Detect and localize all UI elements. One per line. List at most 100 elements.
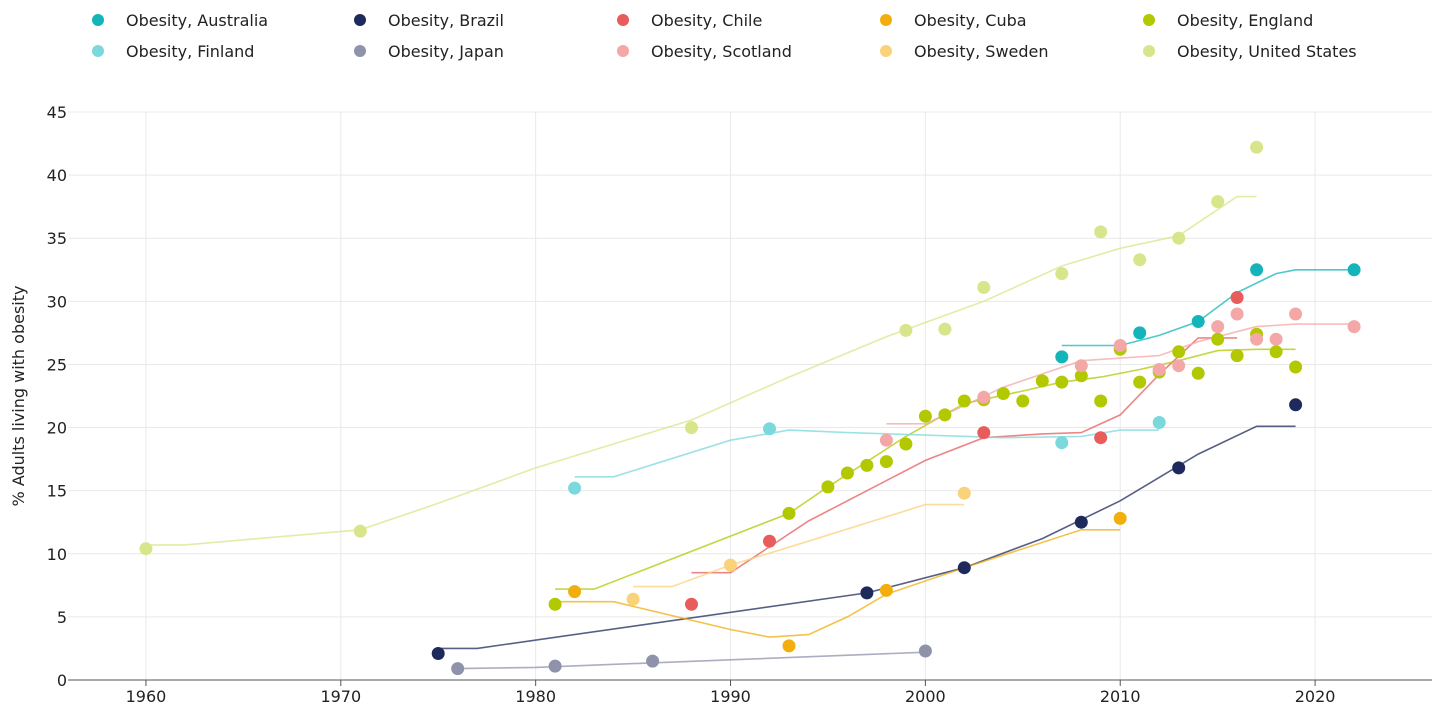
data-point bbox=[646, 654, 660, 668]
y-axis-title: % Adults living with obesity bbox=[9, 286, 28, 507]
legend-dot bbox=[1143, 14, 1155, 26]
trend-line bbox=[457, 651, 926, 670]
data-point bbox=[763, 422, 776, 436]
legend-label: Obesity, Cuba bbox=[914, 10, 1027, 30]
y-tick-label: 40 bbox=[47, 166, 67, 185]
x-tick-label: 2020 bbox=[1295, 687, 1336, 706]
data-point bbox=[1211, 332, 1225, 346]
legend-item: Obesity, Brazil bbox=[354, 10, 504, 30]
trend-line bbox=[145, 195, 1257, 546]
data-point bbox=[899, 437, 913, 451]
data-point bbox=[1250, 332, 1264, 346]
legend-label: Obesity, Finland bbox=[126, 41, 255, 61]
legend-item: Obesity, Chile bbox=[617, 10, 762, 30]
data-point bbox=[899, 323, 913, 337]
y-tick-label: 15 bbox=[47, 482, 67, 501]
data-point bbox=[782, 506, 796, 520]
legend-dot bbox=[92, 45, 104, 57]
trend-line bbox=[555, 529, 1121, 638]
data-point bbox=[685, 597, 698, 611]
data-point bbox=[1035, 374, 1049, 388]
data-point bbox=[957, 486, 971, 500]
data-point bbox=[1230, 291, 1244, 304]
legend-label: Obesity, Brazil bbox=[388, 10, 504, 30]
trend-line bbox=[1061, 269, 1355, 347]
data-point bbox=[996, 387, 1010, 400]
legend-label: Obesity, Chile bbox=[651, 10, 763, 30]
data-point bbox=[353, 524, 367, 538]
y-tick-label: 35 bbox=[47, 229, 67, 248]
data-point bbox=[1347, 320, 1361, 334]
legend-label: Obesity, Japan bbox=[388, 41, 504, 61]
data-point bbox=[918, 644, 932, 658]
data-point bbox=[782, 639, 796, 653]
legend-dot bbox=[617, 14, 629, 26]
y-tick-label: 5 bbox=[57, 608, 67, 627]
legend: Obesity, Australia Obesity, Brazil Obesity… bbox=[0, 0, 1442, 80]
data-point bbox=[568, 481, 582, 495]
data-point bbox=[1347, 263, 1361, 277]
data-point bbox=[763, 534, 776, 548]
data-point bbox=[724, 558, 737, 572]
x-tick-label: 1970 bbox=[320, 687, 361, 706]
data-point bbox=[1172, 461, 1186, 475]
y-tick-label: 0 bbox=[57, 671, 67, 690]
data-point bbox=[918, 409, 932, 423]
data-point bbox=[1152, 416, 1166, 429]
y-tick-label: 10 bbox=[47, 545, 67, 564]
data-point bbox=[1289, 307, 1303, 321]
data-point bbox=[1289, 398, 1303, 412]
data-point bbox=[451, 662, 465, 676]
legend-item: Obesity, Cuba bbox=[880, 10, 1027, 30]
data-point bbox=[938, 322, 952, 336]
trend-line bbox=[633, 503, 965, 588]
trend-line bbox=[886, 323, 1355, 425]
data-point bbox=[1055, 375, 1069, 389]
data-point bbox=[626, 592, 640, 606]
data-point bbox=[1113, 511, 1127, 525]
data-point bbox=[431, 647, 445, 660]
data-point bbox=[548, 597, 562, 611]
x-tick-label: 1980 bbox=[515, 687, 556, 706]
data-point bbox=[1172, 345, 1186, 359]
legend-label: Obesity, United States bbox=[1177, 41, 1357, 61]
legend-label: Obesity, Sweden bbox=[914, 41, 1049, 61]
data-point bbox=[568, 585, 582, 599]
legend-label: Obesity, Australia bbox=[126, 10, 269, 30]
data-point bbox=[821, 480, 835, 494]
data-point bbox=[957, 561, 971, 575]
data-point bbox=[1055, 436, 1069, 450]
data-point bbox=[977, 426, 991, 440]
data-point bbox=[1230, 307, 1244, 321]
data-point bbox=[840, 466, 854, 480]
data-point bbox=[879, 433, 893, 447]
legend-dot bbox=[880, 14, 892, 26]
legend-item: Obesity, England bbox=[1143, 10, 1313, 30]
data-point bbox=[1172, 359, 1186, 373]
legend-dot bbox=[1143, 45, 1155, 57]
data-point bbox=[1074, 369, 1088, 383]
legend-dot bbox=[92, 14, 104, 26]
data-point bbox=[1133, 253, 1147, 267]
data-point bbox=[1133, 375, 1147, 389]
data-point bbox=[860, 586, 874, 600]
data-point bbox=[139, 542, 153, 556]
data-point bbox=[1211, 195, 1225, 209]
x-tick-label: 1960 bbox=[126, 687, 167, 706]
x-tick-label: 1990 bbox=[710, 687, 751, 706]
legend-item: Obesity, Australia bbox=[92, 10, 268, 30]
data-point bbox=[1152, 363, 1166, 376]
data-point bbox=[1094, 394, 1108, 408]
data-point bbox=[1074, 359, 1088, 373]
legend-dot bbox=[880, 45, 892, 57]
legend-item: Obesity, Japan bbox=[354, 41, 504, 61]
data-point bbox=[1133, 326, 1147, 340]
data-point bbox=[1055, 350, 1069, 364]
data-point bbox=[1191, 315, 1205, 328]
data-point bbox=[1250, 263, 1264, 277]
data-point bbox=[1289, 360, 1303, 374]
data-point bbox=[1172, 231, 1186, 245]
data-point bbox=[1191, 366, 1205, 380]
